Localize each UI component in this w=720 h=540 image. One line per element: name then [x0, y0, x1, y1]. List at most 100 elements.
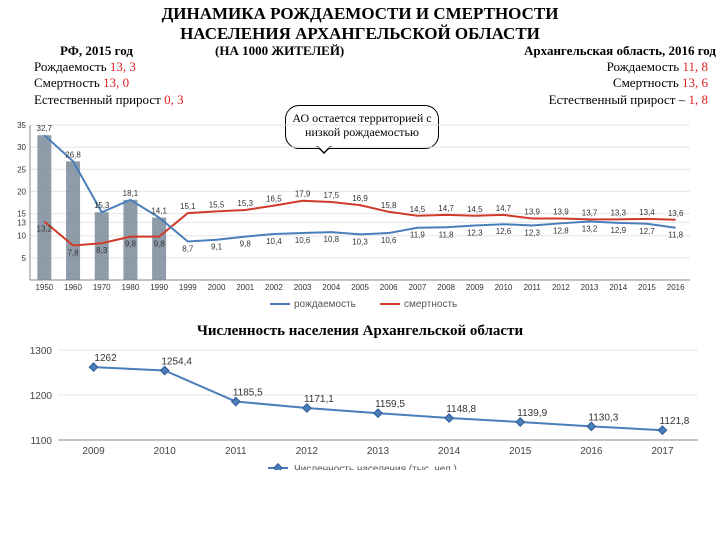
svg-text:32,7: 32,7: [37, 124, 53, 133]
svg-text:16,9: 16,9: [352, 194, 368, 203]
svg-text:11,9: 11,9: [410, 231, 426, 240]
svg-text:14,5: 14,5: [410, 205, 426, 214]
svg-text:12,6: 12,6: [496, 227, 512, 236]
title-line-2: НАСЕЛЕНИЯ АРХАНГЕЛЬСКОЙ ОБЛАСТИ: [180, 24, 540, 43]
subtitle-row: РФ, 2015 год (НА 1000 ЖИТЕЛЕЙ) Архангель…: [0, 43, 720, 59]
svg-text:12,3: 12,3: [524, 229, 540, 238]
svg-text:2011: 2011: [225, 446, 247, 457]
svg-text:2015: 2015: [638, 283, 656, 292]
left-stats: Рождаемость 13, 3 Смертность 13, 0 Естес…: [34, 59, 184, 115]
svg-text:1262: 1262: [94, 353, 117, 364]
right-birth-val: 11, 8: [682, 59, 708, 74]
left-death-label: Смертность: [34, 75, 103, 90]
svg-text:16,5: 16,5: [266, 195, 282, 204]
svg-text:2014: 2014: [609, 283, 627, 292]
svg-text:2010: 2010: [154, 446, 177, 457]
svg-text:30: 30: [17, 143, 26, 152]
svg-text:15,8: 15,8: [381, 201, 397, 210]
svg-text:1148,8: 1148,8: [446, 404, 476, 415]
svg-text:2010: 2010: [495, 283, 513, 292]
svg-text:13,9: 13,9: [553, 208, 569, 217]
svg-text:13: 13: [17, 219, 26, 228]
svg-text:1200: 1200: [30, 391, 53, 402]
svg-text:10,3: 10,3: [352, 237, 368, 246]
svg-text:2000: 2000: [208, 283, 226, 292]
svg-text:13,2: 13,2: [37, 225, 53, 234]
right-stats: Рождаемость 11, 8 Смертность 13, 6 Естес…: [549, 59, 708, 115]
svg-text:11,8: 11,8: [668, 231, 684, 240]
svg-text:2016: 2016: [667, 283, 685, 292]
right-death-val: 13, 6: [682, 75, 708, 90]
svg-text:17,5: 17,5: [324, 191, 340, 200]
svg-text:2003: 2003: [294, 283, 312, 292]
svg-text:15,1: 15,1: [180, 202, 196, 211]
svg-text:2012: 2012: [296, 446, 319, 457]
svg-text:9,8: 9,8: [240, 240, 252, 249]
stats-row: Рождаемость 13, 3 Смертность 13, 0 Естес…: [0, 59, 720, 115]
svg-text:5: 5: [22, 254, 27, 263]
chart2-svg: 11001200130012621254,41185,51171,11159,5…: [10, 340, 710, 470]
chart1-box: 51013152025303532,726,815,318,114,115,11…: [0, 115, 720, 315]
right-region: Архангельская область, 2016 год: [524, 43, 716, 59]
svg-text:15,3: 15,3: [94, 201, 110, 210]
svg-text:1980: 1980: [122, 283, 140, 292]
svg-text:12,3: 12,3: [467, 229, 483, 238]
svg-text:1990: 1990: [150, 283, 168, 292]
right-death-label: Смертность: [613, 75, 682, 90]
svg-text:9,1: 9,1: [211, 243, 223, 252]
svg-text:2002: 2002: [265, 283, 283, 292]
svg-text:10,4: 10,4: [266, 237, 282, 246]
svg-text:10,8: 10,8: [324, 235, 340, 244]
section2-title: Численность населения Архангельской обла…: [0, 323, 720, 340]
svg-text:8,3: 8,3: [96, 246, 108, 255]
svg-text:1950: 1950: [35, 283, 53, 292]
right-nat-label: Естественный прирост –: [549, 92, 689, 107]
svg-text:14,7: 14,7: [496, 204, 512, 213]
chart1-svg: 51013152025303532,726,815,318,114,115,11…: [0, 115, 700, 315]
svg-text:10: 10: [17, 232, 26, 241]
left-nat-label: Естественный прирост: [34, 92, 164, 107]
svg-text:1300: 1300: [30, 346, 53, 357]
title-paren: (НА 1000 ЖИТЕЛЕЙ): [215, 43, 344, 59]
svg-text:смертность: смертность: [404, 299, 457, 310]
svg-text:7,8: 7,8: [67, 249, 79, 258]
svg-text:12,9: 12,9: [610, 226, 626, 235]
svg-text:17,9: 17,9: [295, 190, 311, 199]
svg-text:9,8: 9,8: [154, 240, 166, 249]
svg-text:1159,5: 1159,5: [375, 399, 405, 410]
svg-text:14,7: 14,7: [438, 204, 454, 213]
svg-text:14,5: 14,5: [467, 205, 483, 214]
title-line-1: ДИНАМИКА РОЖДАЕМОСТИ И СМЕРТНОСТИ: [162, 4, 559, 23]
svg-text:2012: 2012: [552, 283, 570, 292]
svg-text:14,1: 14,1: [151, 207, 167, 216]
svg-text:2017: 2017: [651, 446, 674, 457]
svg-text:26,8: 26,8: [65, 150, 81, 159]
svg-text:13,4: 13,4: [639, 208, 655, 217]
svg-text:Численность населения (тыс. че: Численность населения (тыс. чел.): [294, 464, 457, 470]
svg-text:1130,3: 1130,3: [588, 412, 618, 423]
main-title: ДИНАМИКА РОЖДАЕМОСТИ И СМЕРТНОСТИ НАСЕЛЕ…: [0, 0, 720, 43]
left-birth-label: Рождаемость: [34, 59, 110, 74]
svg-text:2008: 2008: [437, 283, 455, 292]
left-birth-val: 13, 3: [110, 59, 136, 74]
svg-text:2011: 2011: [524, 283, 542, 292]
svg-text:2013: 2013: [367, 446, 390, 457]
svg-text:1254,4: 1254,4: [161, 357, 192, 368]
svg-text:2015: 2015: [509, 446, 532, 457]
svg-text:13,9: 13,9: [524, 208, 540, 217]
left-nat-val: 0, 3: [164, 92, 184, 107]
svg-text:9,8: 9,8: [125, 240, 137, 249]
svg-text:2014: 2014: [438, 446, 461, 457]
svg-text:13,6: 13,6: [668, 209, 684, 218]
svg-text:1960: 1960: [64, 283, 82, 292]
right-birth-label: Рождаемость: [607, 59, 683, 74]
svg-text:13,2: 13,2: [582, 225, 598, 234]
svg-text:2001: 2001: [236, 283, 254, 292]
svg-text:8,7: 8,7: [182, 245, 194, 254]
svg-text:2009: 2009: [466, 283, 484, 292]
svg-text:11,8: 11,8: [439, 230, 455, 239]
svg-text:10,6: 10,6: [381, 236, 397, 245]
svg-text:1970: 1970: [93, 283, 111, 292]
svg-text:1171,1: 1171,1: [304, 394, 334, 405]
svg-text:15: 15: [17, 210, 26, 219]
